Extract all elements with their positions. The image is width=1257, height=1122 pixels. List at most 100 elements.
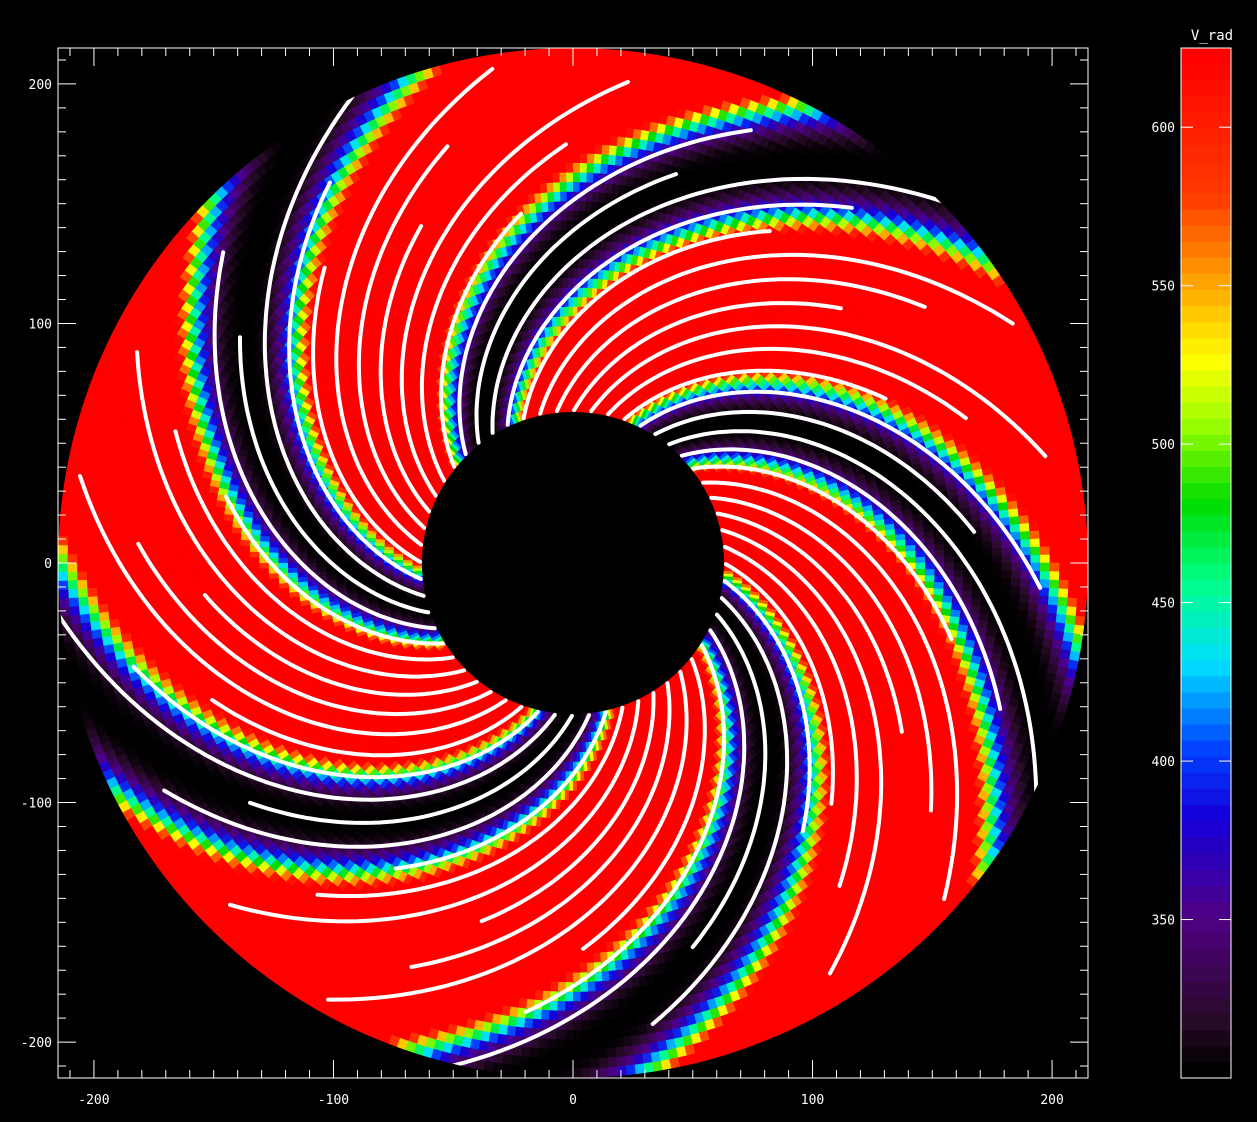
field-cell <box>1057 457 1070 469</box>
field-cell <box>620 97 630 109</box>
field-cell <box>857 425 869 436</box>
field-cell <box>970 519 982 529</box>
field-cell <box>1068 536 1079 546</box>
field-cell <box>837 538 849 545</box>
field-cell <box>855 521 866 529</box>
field-cell <box>564 95 573 106</box>
field-cell <box>1032 373 1046 386</box>
field-cell <box>728 521 740 527</box>
field-cell <box>579 162 587 173</box>
field-cell <box>842 466 854 475</box>
field-cell <box>902 515 914 523</box>
field-cell <box>595 220 603 232</box>
field-cell <box>557 277 564 288</box>
field-cell <box>807 524 818 530</box>
field-cell <box>1063 437 1076 450</box>
field-cell <box>730 527 741 533</box>
field-cell <box>537 67 548 78</box>
field-cell <box>1056 510 1068 521</box>
field-cell <box>546 182 554 193</box>
field-cell <box>533 115 543 127</box>
field-cell <box>1061 474 1073 486</box>
field-cell <box>572 133 581 144</box>
field-cell <box>552 181 560 193</box>
field-cell <box>1078 544 1088 555</box>
field-cell <box>723 557 734 561</box>
field-cell <box>732 542 743 547</box>
field-cell <box>972 468 984 478</box>
field-cell <box>1047 511 1058 522</box>
field-cell <box>855 401 868 412</box>
field-cell <box>883 413 896 424</box>
field-cell <box>722 501 734 509</box>
field-cell <box>1070 473 1083 484</box>
field-cell <box>1009 523 1021 533</box>
field-cell <box>558 153 566 164</box>
field-cell <box>562 277 569 288</box>
field-cell <box>886 376 899 388</box>
field-cell <box>1065 500 1077 512</box>
field-cell <box>908 489 920 498</box>
field-cell <box>848 557 859 563</box>
field-cell <box>559 191 567 202</box>
field-cell <box>601 144 610 155</box>
field-cell <box>1056 411 1069 424</box>
field-cell <box>991 532 1002 542</box>
field-cell <box>1073 490 1085 502</box>
field-cell <box>874 519 885 526</box>
field-cell <box>545 172 554 184</box>
field-cell <box>529 67 540 79</box>
field-cell <box>753 474 764 483</box>
field-cell <box>799 542 810 548</box>
field-cell <box>894 527 906 535</box>
field-cell <box>587 134 596 145</box>
field-cell <box>846 448 858 458</box>
field-cell <box>580 76 590 87</box>
field-cell <box>1026 412 1039 424</box>
field-cell <box>894 442 907 452</box>
field-cell <box>842 438 854 448</box>
field-cell <box>558 287 564 298</box>
field-cell <box>830 460 842 469</box>
field-cell <box>572 325 578 336</box>
field-cell <box>867 546 878 553</box>
field-cell <box>962 470 975 480</box>
field-cell <box>995 486 1007 496</box>
field-cell <box>1018 514 1030 524</box>
field-cell <box>979 458 992 469</box>
field-cell <box>934 549 945 557</box>
field-cell <box>786 481 798 489</box>
field-cell <box>1058 545 1070 555</box>
field-cell <box>1068 544 1079 555</box>
field-cell <box>941 516 953 525</box>
field-cell <box>780 547 792 553</box>
field-cell <box>528 144 538 156</box>
field-cell <box>952 528 963 537</box>
field-cell <box>990 463 1003 474</box>
field-cell <box>867 452 880 461</box>
field-cell <box>723 504 735 511</box>
field-cell <box>551 258 558 270</box>
field-cell <box>830 415 842 425</box>
field-cell <box>957 493 969 502</box>
field-cell <box>924 537 935 545</box>
field-cell <box>760 494 772 502</box>
field-cell <box>788 485 799 493</box>
field-cell <box>576 354 581 365</box>
field-cell <box>915 391 928 402</box>
field-cell <box>723 551 734 556</box>
field-cell <box>892 388 905 399</box>
field-cell <box>762 559 773 563</box>
field-cell <box>1037 417 1051 429</box>
field-cell <box>762 498 773 505</box>
field-cell <box>915 550 926 557</box>
field-cell <box>610 116 620 128</box>
field-cell <box>572 152 581 163</box>
field-cell <box>992 471 1004 482</box>
field-cell <box>1017 506 1029 517</box>
field-cell <box>789 489 801 497</box>
field-cell <box>817 531 829 538</box>
field-cell <box>523 97 534 108</box>
field-cell <box>741 472 753 480</box>
field-cell <box>911 362 924 374</box>
